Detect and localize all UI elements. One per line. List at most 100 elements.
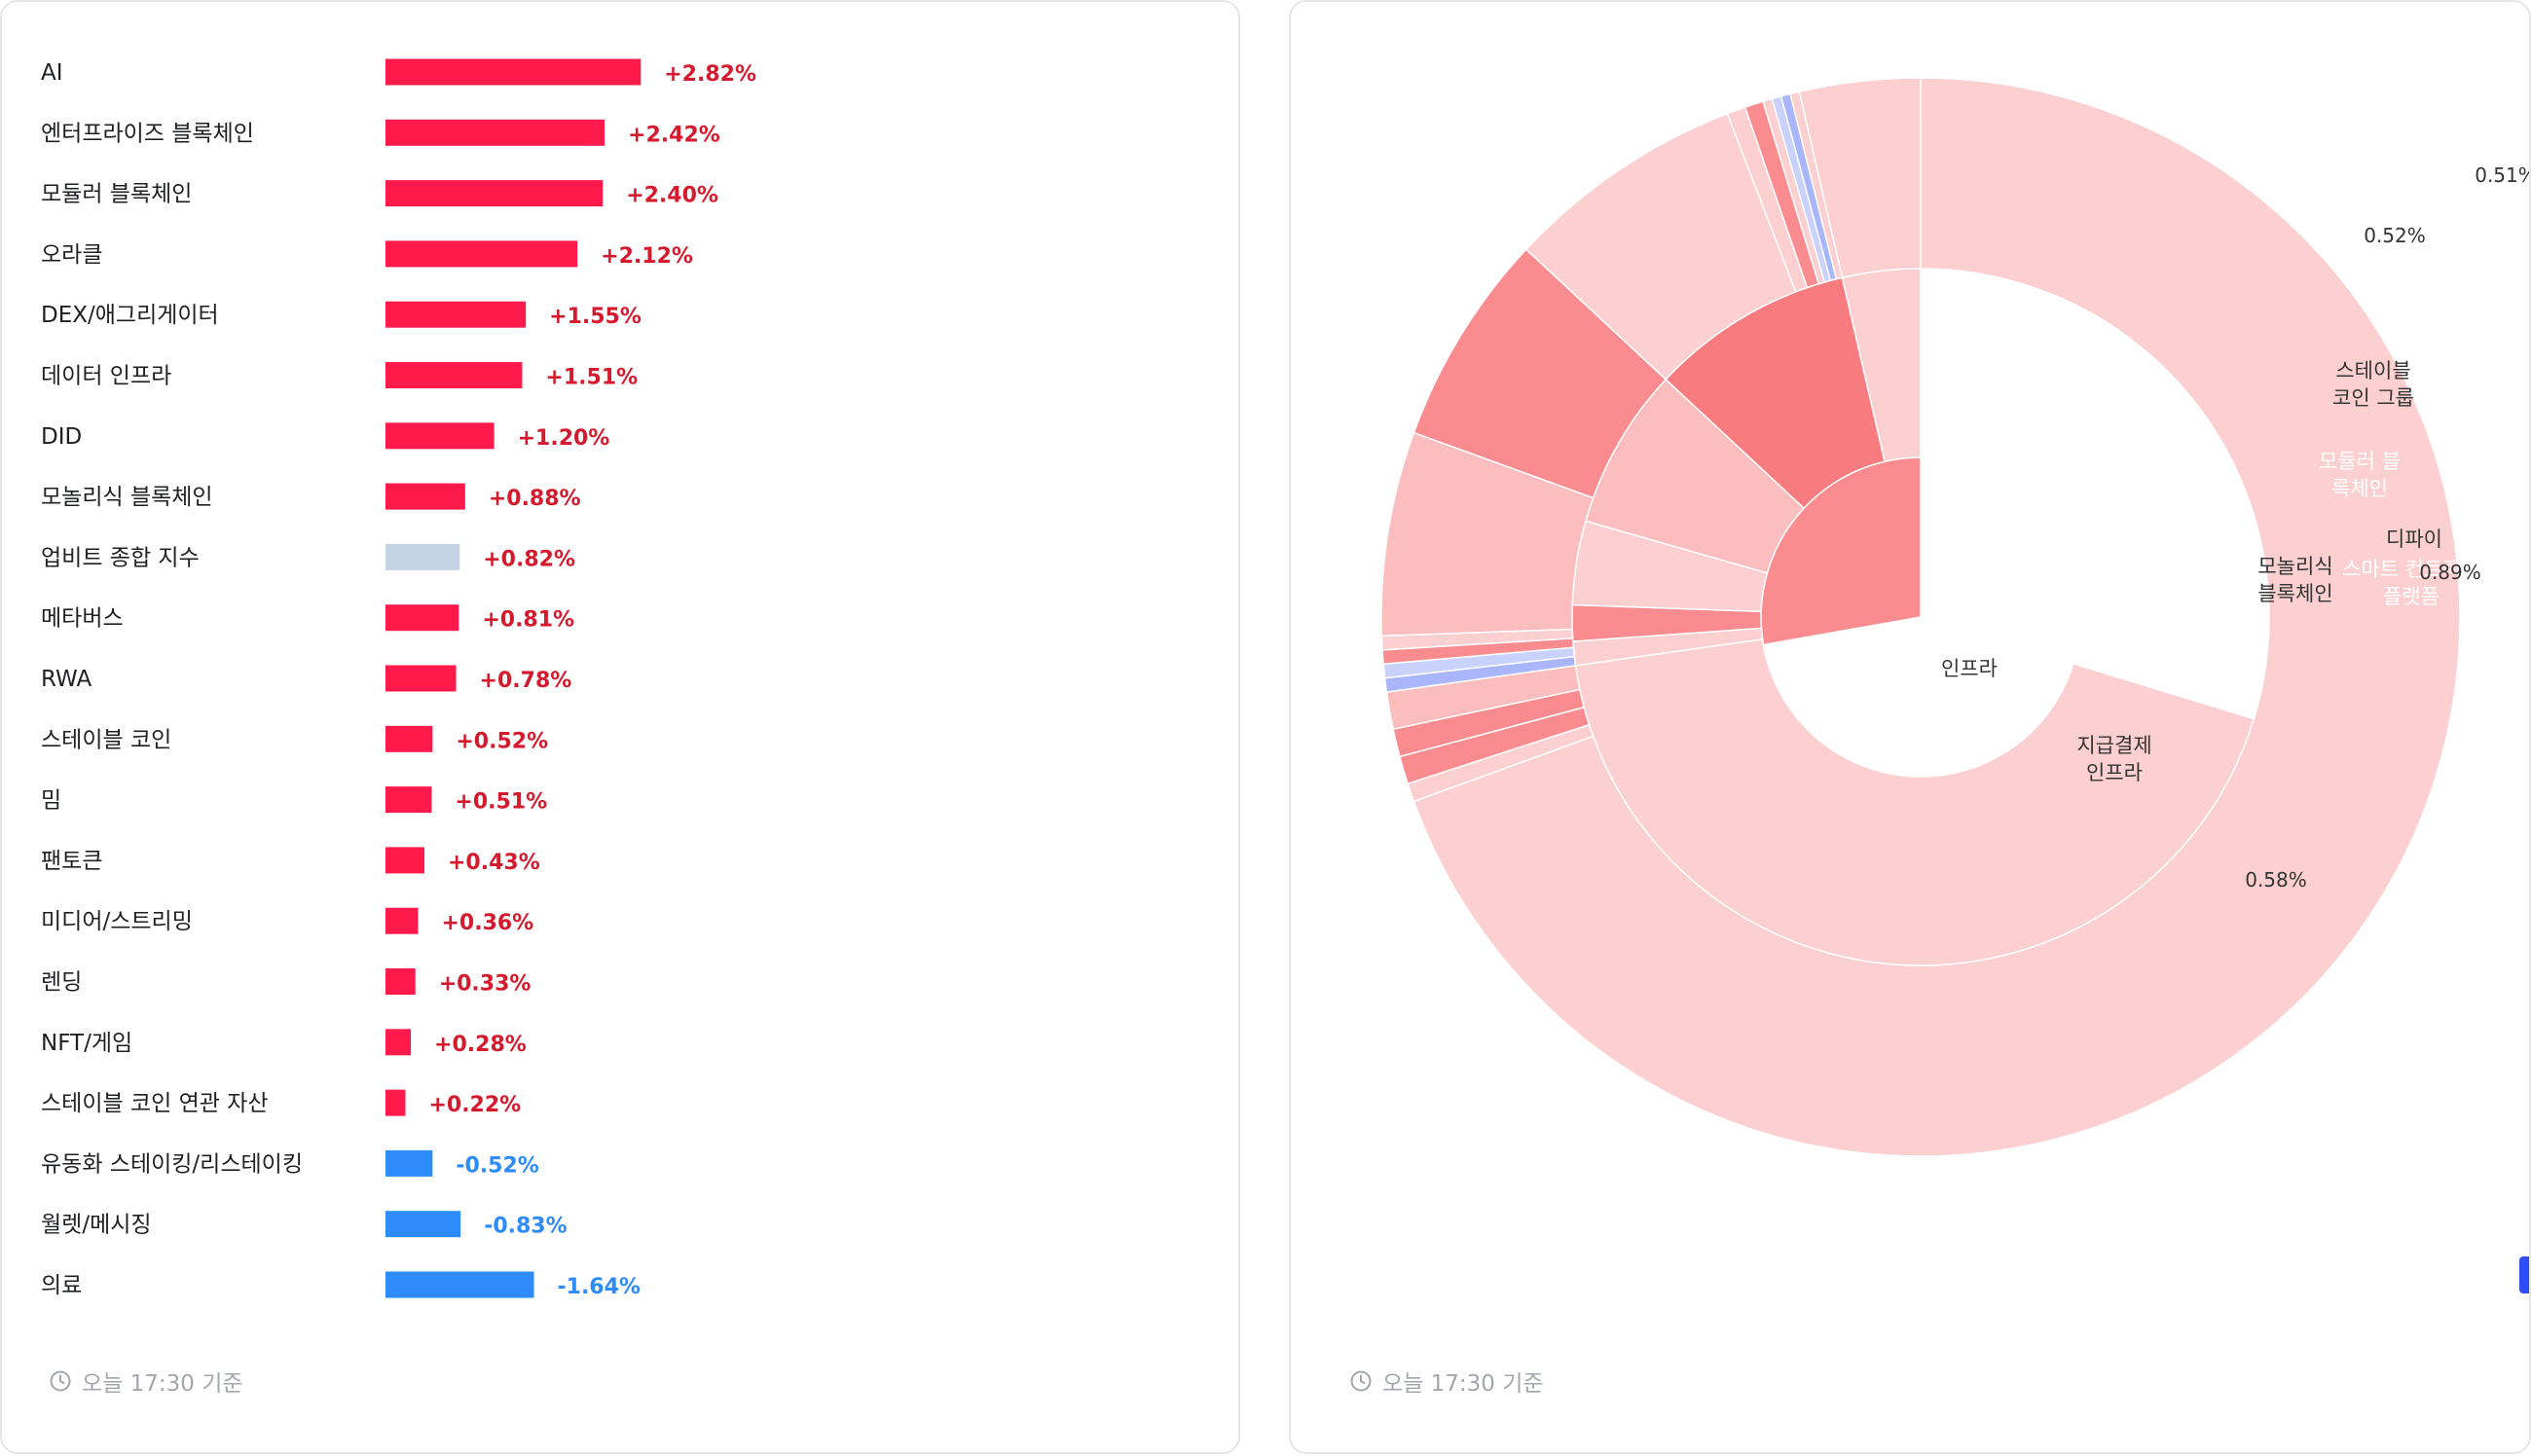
- segment-label: 디파이: [2386, 528, 2442, 551]
- value-label: +0.81%: [482, 608, 574, 633]
- bar: [385, 847, 424, 874]
- category-label: DID: [41, 424, 82, 450]
- value-label: +2.40%: [626, 184, 718, 208]
- bar: [385, 968, 416, 995]
- value-label: +0.51%: [455, 790, 547, 815]
- value-label: +1.20%: [518, 426, 610, 451]
- bar-row: 렌딩 +0.33%: [41, 968, 531, 997]
- bar-chart-panel: AI +2.82% 엔터프라이즈 블록체인 +2.42% 모듈러 블록체인 +2.40% 오…: [0, 0, 1240, 1454]
- value-label: 0.51%: [2475, 164, 2531, 187]
- category-label: DEX/애그리게이터: [41, 303, 219, 328]
- segment-label: 인프라: [2086, 761, 2143, 784]
- bar: [385, 240, 578, 268]
- bar: [385, 301, 527, 328]
- bar-row: 미디어/스트리밍 +0.36%: [41, 907, 533, 935]
- bar-row: 메타버스 +0.81%: [41, 604, 574, 633]
- segment-label: 스테이블: [2335, 359, 2410, 382]
- category-label: 팬토큰: [41, 849, 102, 874]
- value-label: 0.89%: [2419, 561, 2481, 584]
- category-label: 메타버스: [41, 606, 124, 632]
- bar: [385, 483, 465, 510]
- category-label: 스테이블 코인: [41, 727, 171, 752]
- segment-label: 모듈러 블: [2319, 450, 2401, 473]
- category-label: NFT/게임: [41, 1031, 132, 1056]
- bar: [385, 1089, 406, 1116]
- bar-row: AI +2.82%: [41, 58, 756, 87]
- bar-row: 밈 +0.51%: [41, 786, 547, 815]
- bar: [385, 1029, 412, 1056]
- sunburst-segment-outer[interactable]: [1412, 77, 2461, 1157]
- value-label: +0.33%: [439, 972, 532, 997]
- bar-row: 오라클 +2.12%: [41, 240, 693, 269]
- bar-row: 모듈러 블록체인 +2.40%: [41, 180, 718, 208]
- category-label: 스테이블 코인 연관 자산: [41, 1091, 269, 1116]
- bar-row: 스테이블 코인 +0.52%: [41, 725, 548, 753]
- bar: [385, 422, 495, 450]
- timestamp-footer: 오늘 17:30 기준: [49, 1365, 243, 1398]
- segment-label: 코인 그룹: [2332, 386, 2414, 410]
- value-label: -1.64%: [558, 1275, 641, 1299]
- value-label: +0.22%: [428, 1093, 521, 1117]
- bar: [385, 1211, 461, 1238]
- value-label: -0.52%: [456, 1153, 538, 1178]
- clock-icon: [1350, 1370, 1372, 1392]
- category-label: 데이터 인프라: [41, 364, 171, 389]
- value-label: 0.52%: [2364, 224, 2426, 247]
- bar-row: 스테이블 코인 연관 자산 +0.22%: [41, 1089, 521, 1117]
- bar: [385, 1271, 534, 1298]
- category-label: 유동화 스테이킹/리스테이킹: [41, 1151, 303, 1177]
- value-label: +0.88%: [489, 487, 581, 511]
- category-label: 오라클: [41, 242, 102, 268]
- category-label: AI: [41, 60, 63, 86]
- bar-row: 팬토큰 +0.43%: [41, 847, 540, 875]
- bar-row: 유동화 스테이킹/리스테이킹 -0.52%: [41, 1149, 539, 1178]
- timestamp-text: 오늘 17:30 기준: [1382, 1371, 1544, 1397]
- bar-row: 월렛/메시징 -0.83%: [41, 1211, 568, 1239]
- clock-icon: [50, 1370, 71, 1392]
- value-label: +1.51%: [545, 366, 638, 390]
- category-label: 밈: [41, 788, 61, 814]
- category-label: 엔터프라이즈 블록체인: [41, 121, 254, 146]
- bar-row: 엔터프라이즈 블록체인 +2.42%: [41, 119, 720, 147]
- value-label: -0.83%: [484, 1215, 567, 1239]
- bar-row: DID +1.20%: [41, 422, 609, 451]
- bar-row: RWA +0.78%: [41, 665, 571, 693]
- bar: [385, 907, 419, 934]
- bar-row: 의료 -1.64%: [41, 1271, 641, 1299]
- bar-chart: AI +2.82% 엔터프라이즈 블록체인 +2.42% 모듈러 블록체인 +2.40% 오…: [41, 58, 756, 1299]
- value-label: 2.41%: [2482, 378, 2531, 401]
- bar-row: DEX/애그리게이터 +1.55%: [41, 301, 642, 329]
- value-label: +1.55%: [549, 305, 642, 329]
- segment-label: 모놀리식: [2257, 555, 2332, 578]
- value-label: +0.82%: [483, 547, 575, 571]
- bar: [385, 362, 523, 388]
- bar: [385, 665, 457, 692]
- bar: [385, 725, 433, 752]
- segment-label: 플랫폼: [2383, 585, 2439, 608]
- value-label: +2.12%: [601, 244, 693, 269]
- bar-row: 데이터 인프라 +1.51%: [41, 362, 638, 390]
- timestamp-text: 오늘 17:30 기준: [82, 1371, 243, 1397]
- value-label: +2.42%: [628, 123, 720, 147]
- category-label: 모듈러 블록체인: [41, 182, 192, 207]
- value-label: 0.58%: [2245, 868, 2307, 892]
- category-label: RWA: [41, 667, 92, 692]
- category-label: 렌딩: [41, 970, 82, 996]
- value-label: +0.36%: [441, 911, 533, 935]
- bar: [385, 180, 604, 207]
- segment-label: 스마트 컨트랙트: [2342, 558, 2480, 581]
- sunburst-segment-outer[interactable]: [1798, 77, 1922, 279]
- segment-label: 인프라: [1941, 657, 1998, 680]
- category-label: 의료: [41, 1273, 82, 1298]
- category-label: 월렛/메시징: [41, 1213, 152, 1238]
- bar: [385, 786, 432, 814]
- bar: [385, 119, 605, 146]
- bar: [385, 604, 459, 632]
- segment-label: 지급결제: [2076, 734, 2151, 757]
- value-label: +2.82%: [664, 62, 756, 87]
- bar-row: 업비트 종합 지수 +0.82%: [41, 543, 575, 571]
- sunburst-panel: 인프라 지급결제 인프라 스테이블 코인 그룹 모듈러 블 록체인 모놀리식 블록체인 디파이 스마…: [1289, 0, 2531, 1454]
- category-label: 업비트 종합 지수: [41, 545, 200, 570]
- bar: [385, 543, 460, 570]
